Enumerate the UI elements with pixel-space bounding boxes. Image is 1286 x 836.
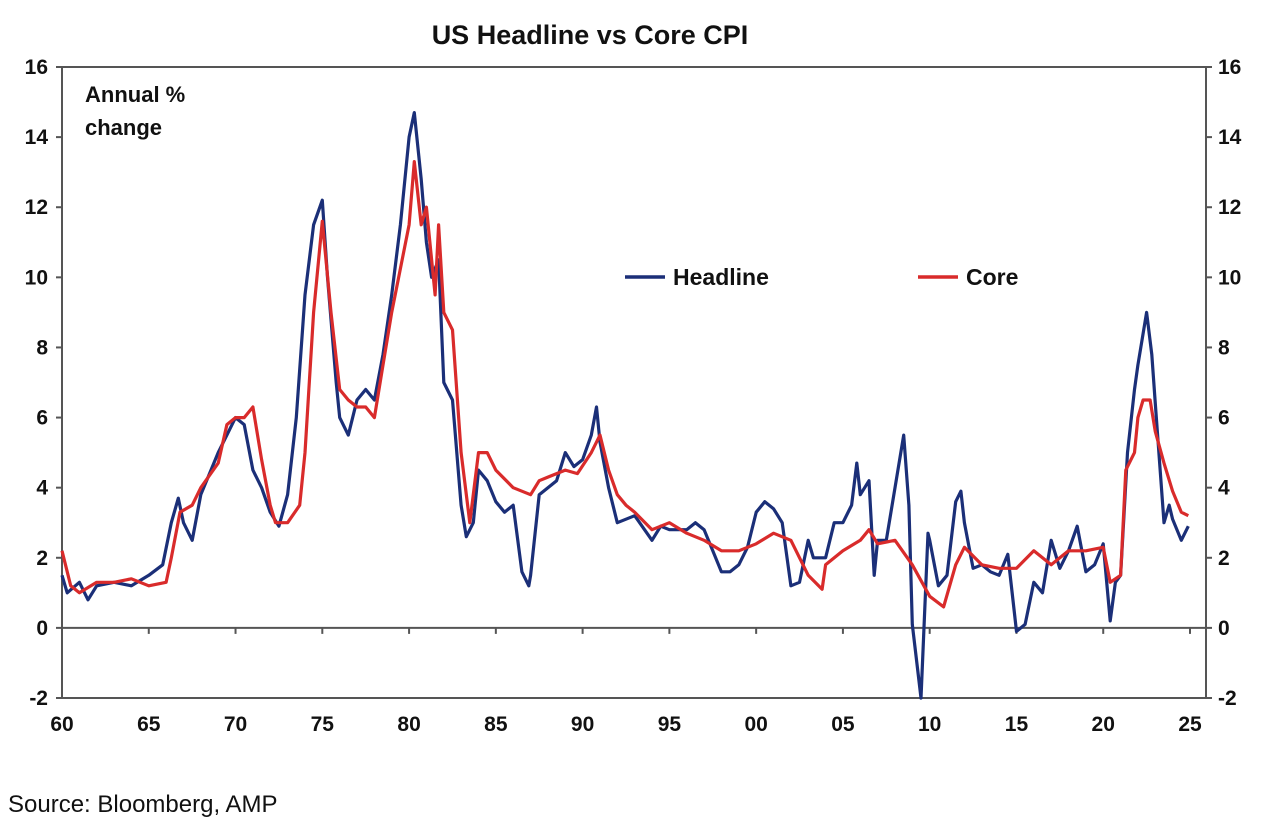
series-line-headline bbox=[60, 110, 1190, 700]
y-tick-label-right: 2 bbox=[1218, 547, 1230, 570]
y-tick-label-right: 6 bbox=[1218, 407, 1230, 430]
x-tick-label: 95 bbox=[658, 713, 682, 736]
y-tick-label-left: 16 bbox=[25, 56, 48, 79]
source-note: Source: Bloomberg, AMP bbox=[8, 791, 277, 818]
y-tick-label-right: 10 bbox=[1218, 266, 1241, 289]
y-tick-label-right: 8 bbox=[1218, 336, 1230, 359]
y-tick-label-right: 16 bbox=[1218, 56, 1241, 79]
legend: Headline Core bbox=[625, 264, 1018, 290]
x-tick-label: 10 bbox=[918, 713, 941, 736]
y-tick-label-left: 2 bbox=[36, 547, 48, 570]
x-tick-label: 80 bbox=[397, 713, 420, 736]
y-tick-label-left: 0 bbox=[36, 617, 48, 640]
x-tick-label: 70 bbox=[224, 713, 247, 736]
y-tick-label-left: 14 bbox=[25, 126, 49, 149]
plot-frame bbox=[61, 66, 1207, 699]
y-tick-label-left: 6 bbox=[36, 407, 48, 430]
unit-note-line2: change bbox=[85, 115, 162, 140]
unit-note-line1: Annual % bbox=[85, 82, 185, 107]
legend-label-headline: Headline bbox=[673, 264, 769, 290]
series-line-core bbox=[60, 160, 1190, 609]
y-tick-label-left: 10 bbox=[25, 266, 48, 289]
x-tick-label: 60 bbox=[50, 713, 73, 736]
y-tick-label-right: 14 bbox=[1218, 126, 1242, 149]
y-tick-label-right: 4 bbox=[1218, 477, 1230, 500]
y-tick-label-right: -2 bbox=[1218, 687, 1237, 710]
x-tick-label: 25 bbox=[1178, 713, 1202, 736]
y-tick-label-left: -2 bbox=[29, 687, 48, 710]
x-tick-label: 90 bbox=[571, 713, 594, 736]
x-tick-label: 00 bbox=[744, 713, 767, 736]
y-tick-label-left: 8 bbox=[36, 336, 48, 359]
y-tick-label-right: 0 bbox=[1218, 617, 1230, 640]
chart-title: US Headline vs Core CPI bbox=[432, 20, 749, 50]
y-tick-label-left: 4 bbox=[36, 477, 48, 500]
y-tick-label-right: 12 bbox=[1218, 196, 1241, 219]
x-tick-label: 85 bbox=[484, 713, 508, 736]
x-tick-label: 20 bbox=[1092, 713, 1115, 736]
x-tick-label: 65 bbox=[137, 713, 161, 736]
x-tick-label: 05 bbox=[831, 713, 855, 736]
x-tick-label: 75 bbox=[311, 713, 335, 736]
x-tick-label: 15 bbox=[1005, 713, 1029, 736]
legend-label-core: Core bbox=[966, 264, 1018, 290]
y-tick-label-left: 12 bbox=[25, 196, 48, 219]
